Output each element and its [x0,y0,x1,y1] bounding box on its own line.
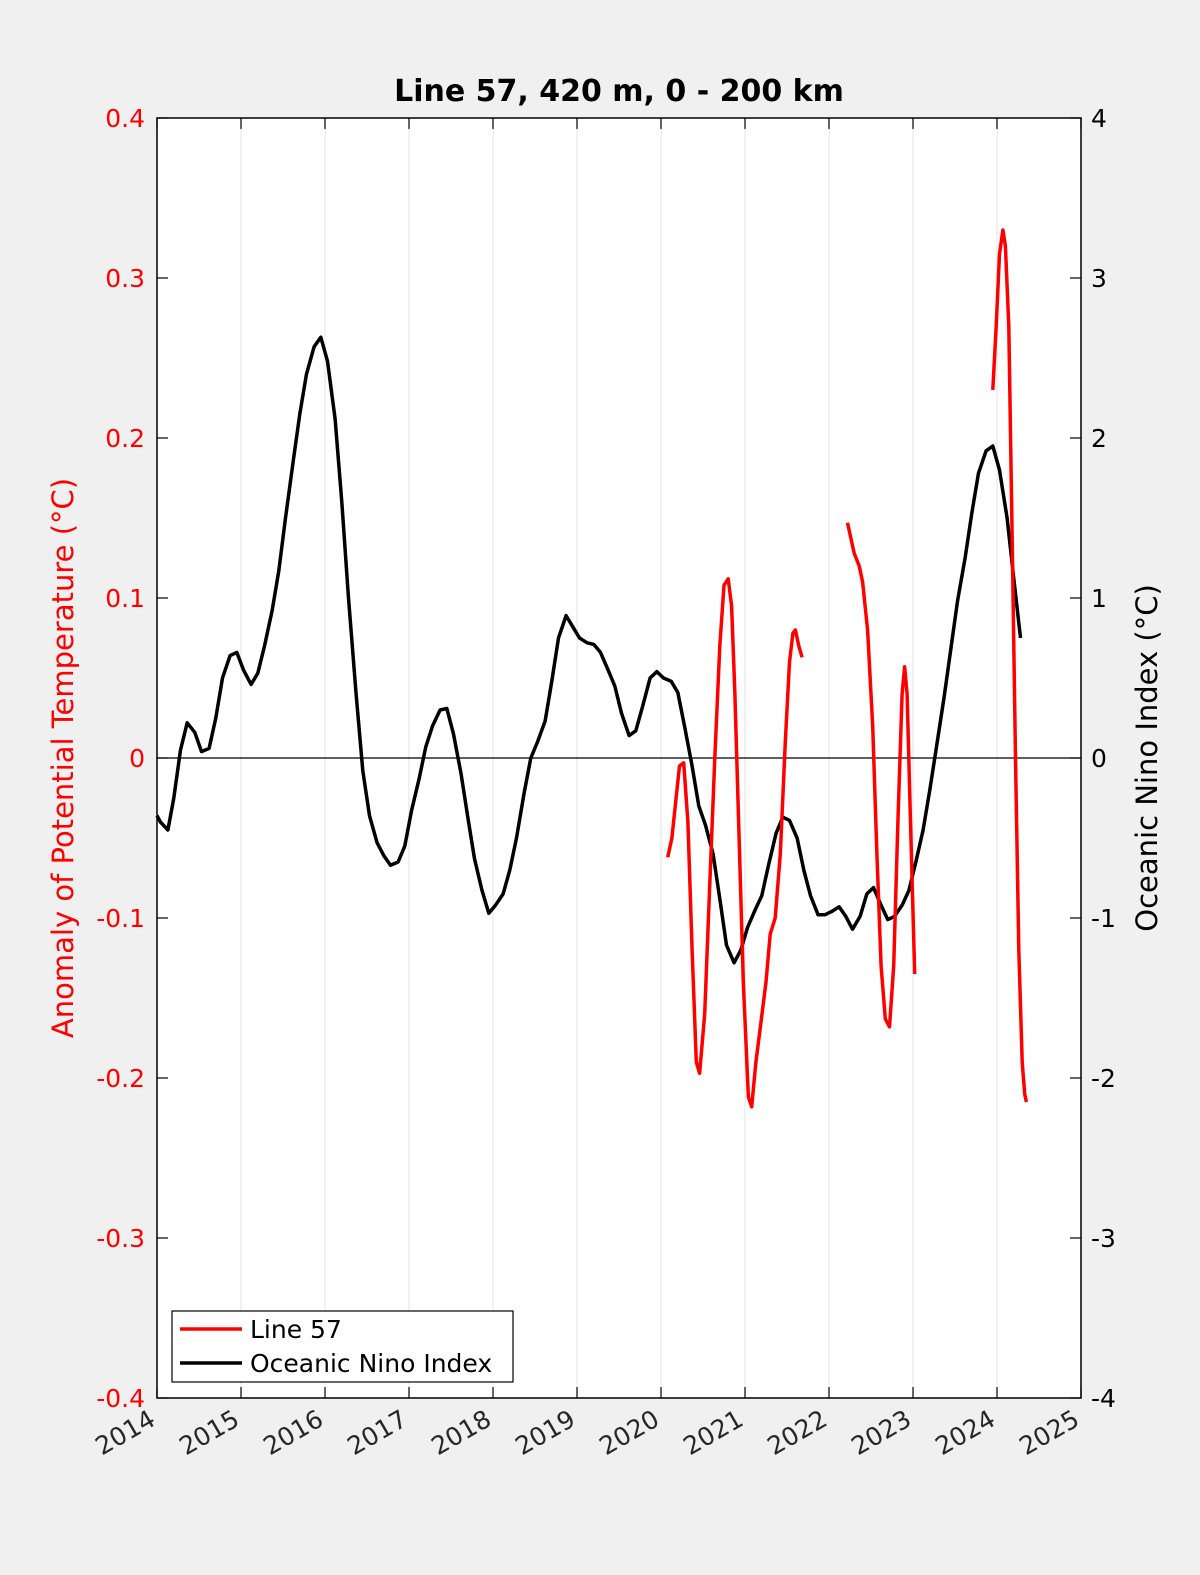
y-right-tick-label: 2 [1091,424,1107,453]
y-left-tick-label: 0.2 [105,424,145,453]
y-right-tick-label: -3 [1091,1224,1116,1253]
x-tick-label: 2022 [762,1404,832,1461]
legend: Line 57 Oceanic Nino Index [171,1310,514,1383]
x-tick-label: 2025 [1014,1404,1084,1461]
series-line57-segment [845,522,917,1029]
x-tick-label: 2024 [930,1404,1000,1461]
y-left-tick-label: 0.4 [105,104,145,133]
y-right-tick-label: 3 [1091,264,1107,293]
y-right-tick-label: 1 [1091,584,1107,613]
series-oceanic-nino-index [155,335,1023,965]
y-left-tick-label: -0.2 [96,1064,145,1093]
chart-title: Line 57, 420 m, 0 - 200 km [394,74,844,109]
y-left-tick-label: -0.3 [96,1224,145,1253]
y-left-tick-label: 0.3 [105,264,145,293]
x-tick-label: 2021 [678,1404,748,1461]
legend-box [171,1310,514,1383]
x-tick-label: 2020 [594,1404,664,1461]
y-axis-left-label: Anomaly of Potential Temperature (°C) [46,478,80,1038]
x-tick-label: 2018 [426,1404,496,1461]
x-tick-label: 2016 [258,1404,328,1461]
x-tick-label: 2023 [846,1404,916,1461]
y-right-tick-label: -4 [1091,1384,1116,1413]
y-left-tick-label: 0 [129,744,145,773]
ticks: 2 0 1 4 2015 2016 2017 2018 2019 2020 2021 2022 2023… [90,104,1116,1461]
x-tick-label: 2019 [510,1404,580,1461]
y-right-tick-label: 0 [1091,744,1107,773]
legend-label-oni: Oceanic Nino Index [250,1349,492,1378]
y-right-tick-label: -2 [1091,1064,1116,1093]
x-tick-label: 2015 [174,1404,244,1461]
y-left-tick-label: -0.1 [96,904,145,933]
series-line57-segment [665,577,804,1109]
series-layer [155,228,1029,1109]
y-right-tick-label: 4 [1091,104,1107,133]
y-left-tick-label: 0.1 [105,584,145,613]
y-axis-right-label: Oceanic Nino Index (°C) [1130,584,1164,932]
y-left-tick-label: -0.4 [96,1384,145,1413]
x-tick-label: 2017 [342,1404,412,1461]
y-right-tick-label: -1 [1091,904,1116,933]
series-line57-segment [991,228,1029,1103]
legend-label-line57: Line 57 [250,1315,342,1344]
